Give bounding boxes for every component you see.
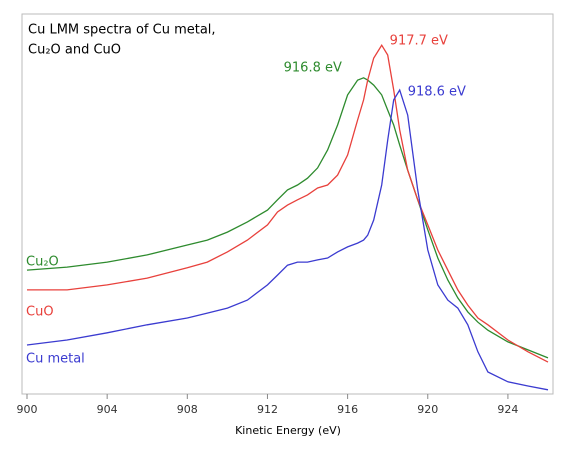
x-tick-label: 912 — [257, 403, 278, 416]
series-label: CuO — [26, 304, 54, 319]
x-axis-label: Kinetic Energy (eV) — [235, 424, 341, 437]
series-label: Cu₂O — [26, 255, 59, 270]
chart-title: Cu LMM spectra of Cu metal, — [28, 23, 216, 38]
series-line — [26, 77, 549, 359]
series-line — [27, 43, 549, 363]
x-tick-label: 904 — [97, 403, 118, 416]
x-tick-label: 924 — [497, 403, 518, 416]
x-tick-label: 920 — [417, 403, 438, 416]
series-label: Cu metal — [26, 351, 85, 366]
series-line — [26, 88, 549, 391]
x-tick-label: 900 — [17, 403, 38, 416]
peak-label: 916.8 eV — [284, 60, 342, 75]
x-tick-label: 908 — [177, 403, 198, 416]
plot-frame — [21, 13, 554, 395]
chart-title: Cu₂O and CuO — [28, 43, 121, 58]
x-tick-label: 916 — [337, 403, 358, 416]
peak-label: 917.7 eV — [390, 34, 448, 49]
peak-label: 918.6 eV — [408, 85, 466, 100]
